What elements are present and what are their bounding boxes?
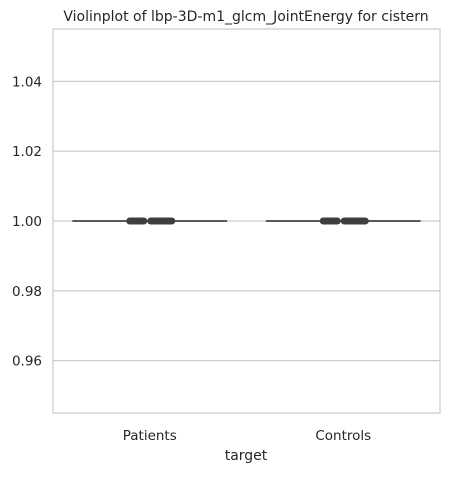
- x-tick-label: Controls: [315, 428, 371, 444]
- y-tick-label: 1.04: [12, 74, 42, 90]
- y-tick-label: 0.96: [12, 354, 42, 370]
- x-tick-label: Patients: [123, 428, 177, 444]
- chart-title: Violinplot of lbp-3D-m1_glcm_JointEnergy…: [63, 9, 428, 25]
- x-tick-labels: Patients Controls: [123, 428, 371, 444]
- y-tick-label: 1.02: [12, 144, 42, 160]
- y-tick-label: 1.00: [12, 214, 42, 230]
- y-tick-label: 0.98: [12, 284, 42, 300]
- y-tick-labels: 0.96 0.98 1.00 1.02 1.04: [12, 74, 42, 369]
- axes-frame: [52, 28, 441, 414]
- x-axis-label: target: [225, 448, 268, 464]
